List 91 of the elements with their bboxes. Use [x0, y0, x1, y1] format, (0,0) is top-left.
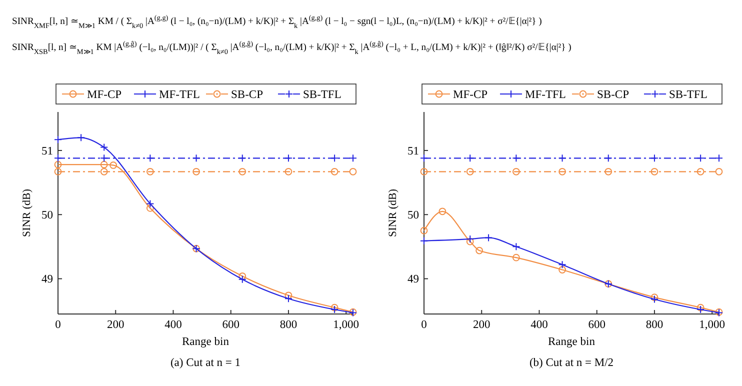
point — [238, 168, 246, 176]
point — [696, 168, 704, 176]
point — [349, 168, 357, 176]
point — [238, 272, 246, 280]
point — [696, 306, 705, 314]
x-tick-label: 0 — [55, 319, 62, 331]
y-tick-label: 51 — [408, 145, 420, 158]
text: (b) Cut at n = M/2 — [529, 357, 614, 369]
x-tick-label: 600 — [588, 319, 606, 331]
point — [420, 236, 428, 245]
y-tick-label: 49 — [42, 274, 54, 286]
point — [100, 143, 108, 152]
point — [284, 292, 292, 300]
point — [466, 238, 474, 246]
point — [192, 154, 200, 162]
point — [696, 154, 705, 162]
y-tick-label: 49 — [408, 274, 420, 286]
legend-label: SB-CP — [231, 89, 263, 101]
legend-label: SB-TFL — [669, 89, 708, 101]
text: (a) Cut at n = 1 — [170, 357, 241, 369]
x-tick-label: 600 — [222, 319, 240, 331]
point — [512, 154, 520, 162]
x-axis-title: Range bin — [182, 336, 230, 348]
x-tick-label: 200 — [472, 319, 490, 331]
text: SINR$_{XSB}$[l, n] ≃$_{M≫1}$ KM |A$^{(g,ĝ)}$ (−l₀, n₀/(LM))|² / ( Σ$_{k≠0}$ |A$^{(g,ĝ)}$ (−l₀, n₀/(LM) + k/K)|² + Σ$_{k}$ |A$^{(g,ĝ)}$ (−l₀ + L, n₀/(LM) + k/K)|² + (‖ĝ‖²/K) σ²/𝔼{|α|²} ) — [12, 40, 572, 56]
point — [476, 246, 484, 254]
y-tick-label: 51 — [42, 145, 54, 158]
point — [715, 154, 723, 162]
point — [438, 208, 446, 216]
point — [512, 242, 520, 251]
point — [715, 168, 723, 176]
point — [420, 168, 428, 176]
point — [512, 168, 520, 176]
point — [54, 168, 62, 176]
point — [484, 234, 493, 242]
point — [284, 154, 292, 162]
point — [349, 154, 357, 162]
legend-label: SB-TFL — [303, 89, 342, 101]
point — [466, 168, 474, 176]
x-tick-label: 800 — [280, 319, 298, 331]
point — [100, 160, 108, 168]
point — [558, 168, 566, 176]
point — [466, 234, 474, 243]
x-tick-label: 0 — [421, 319, 428, 331]
point — [100, 154, 108, 162]
point — [54, 154, 62, 162]
legend-label: SB-CP — [597, 89, 629, 101]
legend-label: MF-CP — [87, 89, 122, 101]
y-tick-label: 50 — [42, 210, 54, 222]
point — [420, 154, 428, 162]
point — [330, 306, 339, 314]
y-tick-label: 50 — [408, 210, 420, 222]
legend-label: MF-CP — [453, 89, 488, 101]
point — [54, 136, 62, 144]
text: SINR$_{XMF}$[l, n] ≃$_{M≫1}$ KM / ( Σ$_{k≠0}$ |A$^{(g,g)}$ (l − l₀, (n₀−n)/(LM) + k/K)|² + Σ$_{k}$ |A$^{(g,g)}$ (l − l₀ − sgn(l − l₀)L, (n₀−n)/(LM) + k/K)|² + σ²/𝔼{|α|²} ) — [12, 14, 542, 30]
x-tick-label: 400 — [530, 319, 548, 331]
point — [604, 168, 612, 176]
point — [100, 168, 108, 176]
point — [284, 168, 292, 176]
point — [54, 160, 62, 168]
legend-label: MF-TFL — [525, 89, 566, 101]
point — [284, 294, 292, 303]
point — [558, 266, 566, 274]
point — [420, 226, 428, 234]
x-tick-label: 1,000 — [699, 319, 726, 331]
point — [558, 154, 566, 162]
point — [650, 154, 658, 162]
point — [192, 168, 200, 176]
point — [146, 154, 154, 162]
point — [110, 162, 118, 169]
point — [146, 168, 154, 176]
point — [77, 134, 86, 142]
point — [146, 204, 154, 212]
point — [146, 200, 154, 208]
x-tick-label: 200 — [106, 319, 124, 331]
y-axis-title: SINR (dB) — [21, 188, 33, 237]
point — [650, 168, 658, 176]
point — [604, 154, 612, 162]
point — [330, 168, 338, 176]
y-axis-title: SINR (dB) — [387, 188, 399, 237]
point — [238, 275, 246, 284]
x-axis-title: Range bin — [548, 336, 596, 348]
point — [330, 154, 339, 162]
legend-label: MF-TFL — [159, 89, 200, 101]
point — [558, 260, 566, 269]
point — [512, 254, 520, 262]
x-tick-label: 1,000 — [333, 319, 360, 331]
x-tick-label: 800 — [646, 319, 664, 331]
x-tick-label: 400 — [164, 319, 182, 331]
point — [238, 154, 246, 162]
point — [466, 154, 474, 162]
